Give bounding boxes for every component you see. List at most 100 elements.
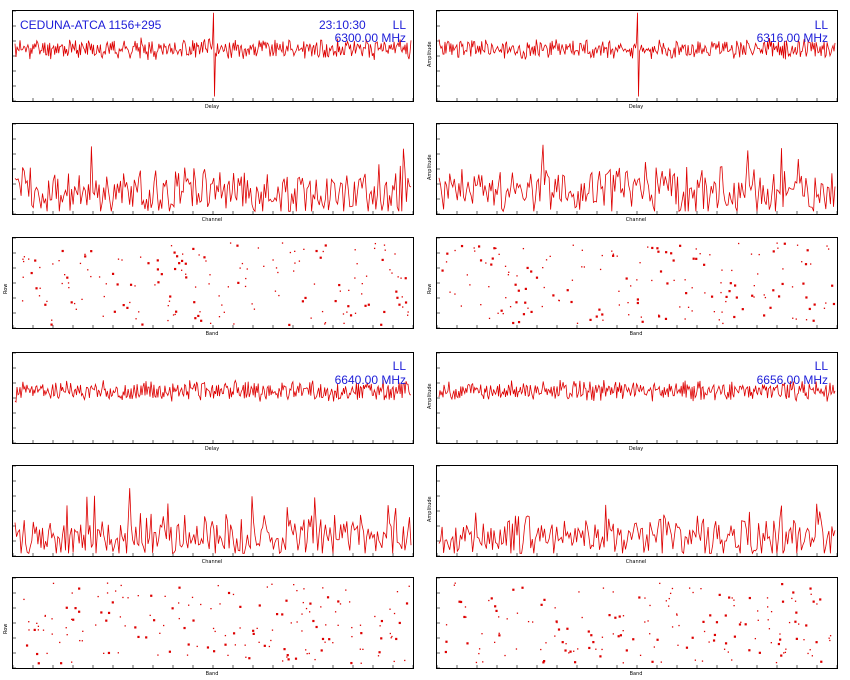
if1-scatter-point [374, 242, 377, 245]
if3-scatter-point [232, 632, 236, 635]
if4-scatter-point [703, 630, 706, 633]
if3-scatter-point [163, 624, 165, 627]
if4-scatter-point [777, 642, 781, 646]
if2-scatter-point [480, 304, 482, 306]
if2-scatter-point [502, 312, 504, 315]
if2-scatter-point [543, 286, 545, 289]
if4-scatter-point [556, 621, 558, 624]
if3-scatter-point [145, 636, 148, 639]
if3-scatter-point [72, 618, 75, 621]
if3-scatter-point [308, 652, 310, 655]
if2-channel-xlabel: Channel [625, 217, 647, 223]
if1-scatter-point [176, 255, 179, 258]
if1-scatter-point [46, 300, 48, 303]
if3-scatter-point [379, 625, 381, 627]
if2-scatter-point [566, 289, 569, 292]
if2-scatter-point [670, 252, 673, 255]
if2-scatter-point [651, 279, 653, 282]
if3-scatter-point [33, 628, 36, 632]
if2-scatter-point [530, 310, 533, 314]
if1-scatter-point [209, 322, 212, 325]
channel-plot-if4 [436, 465, 838, 557]
obs-time: 23:10:30 [319, 18, 366, 32]
if1-scatter-point [407, 311, 409, 313]
if2-scatter-point [801, 261, 803, 263]
if4-scatter-point [669, 592, 672, 595]
if2-scatter-point [685, 292, 688, 295]
if3-scatter-point [396, 591, 399, 593]
if4-scatter-point [475, 661, 478, 664]
if1-scatter-point [21, 300, 24, 302]
if3-scatter-point [309, 602, 312, 605]
if4-scatter-point [618, 615, 621, 618]
if3-scatter-point [65, 606, 68, 609]
if1-scatter-point [289, 251, 292, 254]
if2-scatter-point [630, 285, 632, 287]
if4-scatter-point [638, 596, 641, 599]
if3-scatter-point [391, 635, 393, 638]
if4-scatter-point [569, 650, 572, 653]
if3-scatter-point [359, 624, 362, 626]
if1-scatter-point [39, 287, 41, 289]
if1-scatter-point [28, 258, 30, 260]
if2-scatter-point [524, 301, 527, 304]
if2-scatter-point [666, 282, 669, 285]
if2-scatter-point [504, 265, 507, 267]
if3-scatter-point [393, 612, 396, 615]
if3-scatter-point [51, 633, 53, 635]
delay-plot-if2 [436, 10, 838, 102]
if2-scatter-point [460, 244, 464, 248]
if1-scatter-point [192, 247, 195, 251]
if2-scatter-point [583, 266, 586, 268]
source-name: CEDUNA-ATCA 1156+295 [20, 18, 162, 32]
if3-scatter-point [404, 659, 406, 662]
if2-scatter-point [611, 250, 613, 252]
if4-scatter-point [758, 651, 761, 654]
if1-scatter-point [288, 323, 291, 327]
if3-scatter-point [227, 654, 229, 657]
if2-scatter-point [657, 315, 661, 318]
if2-scatter-point [679, 244, 682, 247]
if4-scatter-point [516, 612, 519, 614]
if1-scatter-point [39, 266, 41, 269]
if4-scatter-point [791, 597, 793, 600]
if1-scatter-point [105, 283, 107, 285]
if4-scatter-point [498, 616, 500, 618]
if4-scatter-point [482, 661, 484, 663]
if1-scatter-point [361, 282, 363, 285]
if2-scatter-point [516, 275, 518, 277]
if4-scatter-point [779, 638, 782, 641]
if2-scatter-point [524, 287, 527, 290]
if2-scatter-point [804, 263, 808, 266]
if4-scatter-point [692, 591, 694, 594]
if3-scatter-point [283, 648, 286, 651]
if2-scatter-point [722, 322, 724, 325]
if4-scatter-point [494, 605, 497, 608]
if3-scatter-point [36, 622, 38, 624]
if2-scatter-point [792, 317, 794, 319]
if2-scatter-point [783, 242, 786, 245]
if1-scatter-point [75, 308, 77, 310]
if2-scatter-point [598, 308, 601, 311]
if3-scatter-point [65, 627, 67, 629]
if4-scatter-point [504, 654, 506, 657]
if2-scatter-ylabel: Row [427, 283, 433, 294]
freq-label-if2: 6316.00 MHz [756, 31, 828, 45]
if1-scatter-point [407, 314, 409, 316]
if1-scatter-point [394, 253, 396, 255]
if4-scatter-point [653, 646, 655, 648]
if4-scatter-point [632, 638, 635, 641]
if4-scatter-point [498, 634, 501, 637]
if4-scatter-point [795, 611, 798, 614]
if4-scatter-point [794, 620, 797, 623]
if4-scatter-point [540, 648, 542, 651]
if2-scatter-point [535, 276, 539, 279]
if1-scatter-point [274, 290, 277, 292]
if1-scatter-point [277, 271, 279, 274]
if1-scatter-point [117, 258, 120, 260]
if3-scatter-point [359, 648, 361, 650]
if4-scatter-point [622, 662, 624, 664]
if3-scatter-ylabel: Row [3, 623, 9, 634]
if4-scatter-point [601, 636, 604, 638]
if4-scatter-point [723, 648, 726, 650]
